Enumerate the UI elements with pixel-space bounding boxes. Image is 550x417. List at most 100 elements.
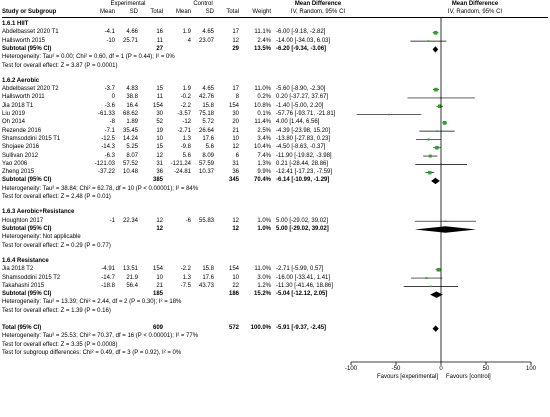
study-ci: -2.71 [-5.99, 0.57] [276, 266, 324, 273]
study-sd1: 8.07 [126, 152, 138, 159]
footer-stat-text: Heterogeneity: Tau² = 25.53; Chi² = 70.3… [2, 333, 199, 340]
study-m2: 1.3 [182, 135, 191, 142]
total-exp-header: Total [150, 9, 163, 15]
study-n2: 154 [228, 102, 239, 109]
study-weight: 1.2% [257, 282, 271, 289]
study-n2: 22 [232, 282, 239, 289]
study-weight: 11.0% [254, 266, 271, 273]
study-m2: 4 [187, 37, 191, 44]
study-sd1: 22.34 [122, 217, 138, 224]
study-sd2: 43.73 [198, 282, 214, 289]
study-weight: 10.4% [253, 144, 271, 151]
subtotal-n1: 27 [156, 45, 163, 52]
study-point-marker [444, 220, 447, 223]
study-sd2: 5.72 [202, 119, 214, 126]
study-point-marker [436, 267, 441, 272]
study-weight: 1.0% [257, 217, 271, 224]
study-sd1: 21.9 [126, 274, 138, 281]
subtotal-weight: 13.5% [253, 45, 271, 52]
study-n1: 10 [156, 274, 163, 281]
experimental-header: Experimental [110, 1, 146, 7]
study-sd2: 4.65 [202, 86, 214, 93]
study-sd1: 56.4 [126, 282, 138, 289]
subtotal-name: Subtotal (95% CI) [2, 291, 52, 298]
study-n1: 36 [156, 169, 163, 176]
mean-ctl-header: Mean [175, 9, 191, 15]
study-sd2: 55.83 [198, 217, 214, 224]
study-sd2: 26.64 [198, 127, 214, 134]
study-m1: -12.5 [101, 135, 115, 142]
study-n1: 15 [156, 144, 163, 151]
study-n2: 17 [232, 86, 239, 93]
study-weight: 2.4% [257, 37, 271, 44]
study-name: Rezende 2016 [2, 127, 42, 134]
subtotal-ci: -6.20 [-9.34, -3.06] [276, 45, 327, 52]
study-m1: -4.1 [104, 29, 115, 36]
total-weight: 100.0% [250, 325, 271, 332]
study-ci: -13.80 [-27.83, 0.23] [276, 135, 331, 142]
study-n2: 21 [232, 127, 239, 134]
study-m2: -2.71 [177, 127, 191, 134]
study-m2: -12 [182, 119, 191, 126]
study-point-marker [428, 154, 432, 158]
study-name: Jia 2018 T2 [2, 266, 34, 273]
study-m2: -7.5 [180, 282, 191, 289]
study-n2: 8 [235, 94, 239, 101]
pooled-estimate-diamond [414, 226, 477, 233]
subgroup-title: 1.6.3 Aerobic+Resistance [2, 209, 75, 216]
study-ci: -14.00 [-34.03, 6.03] [276, 37, 331, 44]
footer-stat-text: Test for subgroup differences: Chi² = 0.… [2, 350, 182, 357]
study-sd1: 68.62 [122, 111, 138, 118]
favours-control: Favours [control] [446, 374, 491, 380]
subgroup-title: 1.6.1 HIIT [2, 21, 29, 27]
study-sd1: 16.4 [126, 102, 138, 109]
study-n2: 30 [232, 111, 239, 118]
subgroup-title: 1.6.2 Aerobic [2, 77, 40, 84]
study-m1: -14.7 [101, 274, 115, 281]
study-ci: 0.20 [-37.27, 37.67] [276, 94, 329, 101]
study-sd1: 14.24 [122, 135, 138, 142]
study-point-marker [433, 30, 438, 35]
study-m2: 1.3 [182, 274, 191, 281]
study-weight: 11.1% [254, 29, 271, 36]
subtotal-n1: 385 [152, 177, 163, 184]
study-point-marker [435, 145, 439, 150]
study-n1: 15 [156, 86, 163, 93]
header-rule [2, 17, 548, 18]
study-ci: -11.30 [-41.46, 18.86] [276, 282, 333, 289]
study-n1: 154 [152, 102, 163, 109]
study-sd1: 38.8 [126, 94, 138, 101]
subtotal-ci: -6.14 [-10.99, -1.29] [276, 177, 330, 184]
total-ctl-header: Total [226, 9, 239, 15]
study-m1: -7.1 [104, 127, 115, 134]
study-sd1: 10.48 [122, 169, 138, 176]
study-n1: 16 [156, 29, 163, 36]
heterogeneity-text: Heterogeneity: Tau² = 0.00; Chi² = 0.60,… [2, 54, 175, 61]
study-point-marker [425, 277, 428, 280]
study-n2: 154 [228, 266, 239, 273]
study-ci: -11.90 [-19.82, -3.98] [276, 152, 332, 159]
study-point-marker [388, 113, 390, 116]
study-m1: -14.3 [101, 144, 115, 151]
total-ci: -5.91 [-9.37, -2.45] [276, 325, 327, 332]
study-sd1: 13.51 [122, 266, 138, 273]
study-ci: 5.00 [-29.02, 39.02] [276, 217, 329, 224]
study-sd1: 5.25 [126, 144, 138, 151]
study-n1: 19 [156, 127, 163, 134]
study-name: Shamsoddini 2015 T2 [2, 274, 61, 281]
study-m2: -121.24 [170, 160, 191, 167]
study-m1: -1 [109, 217, 115, 224]
study-weight: 3.0% [257, 274, 271, 281]
study-name: Hallsworth 2015 [2, 37, 46, 44]
study-ci: -16.00 [-33.41, 1.41] [276, 274, 331, 281]
study-m2: -6 [185, 217, 191, 224]
study-ci: -57.76 [-93.71, -21.81] [276, 111, 336, 118]
study-sd2: 42.76 [198, 94, 214, 101]
study-m2: 1.9 [182, 29, 191, 36]
study-name: Shojaee 2016 [2, 144, 40, 151]
subtotal-name: Subtotal (95% CI) [2, 226, 52, 232]
total-name: Total (95% CI) [2, 325, 42, 332]
study-m1: -121.03 [94, 160, 115, 167]
study-n1: 11 [156, 94, 163, 101]
study-sd2: 15.8 [202, 266, 214, 273]
